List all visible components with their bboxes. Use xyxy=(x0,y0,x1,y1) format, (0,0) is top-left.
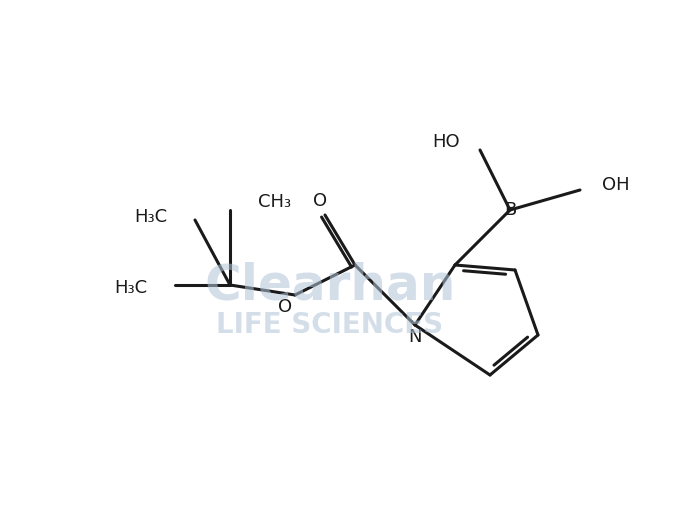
Text: CH₃: CH₃ xyxy=(258,193,291,211)
Text: O: O xyxy=(313,192,327,210)
Text: H₃C: H₃C xyxy=(134,208,167,226)
Text: B: B xyxy=(504,201,516,219)
Text: Clearhan: Clearhan xyxy=(205,261,456,309)
Text: HO: HO xyxy=(432,133,460,151)
Text: OH: OH xyxy=(602,176,630,194)
Text: H₃C: H₃C xyxy=(114,279,147,297)
Text: LIFE SCIENCES: LIFE SCIENCES xyxy=(216,311,443,339)
Text: N: N xyxy=(409,328,422,346)
Text: O: O xyxy=(278,298,292,316)
